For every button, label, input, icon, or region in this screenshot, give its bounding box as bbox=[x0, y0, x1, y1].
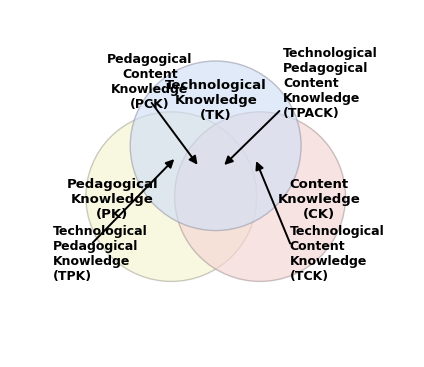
Ellipse shape bbox=[130, 61, 301, 230]
Ellipse shape bbox=[86, 112, 257, 281]
Text: Content
Knowledge
(CK): Content Knowledge (CK) bbox=[278, 178, 360, 221]
Text: Technological
Pedagogical
Content
Knowledge
(TPACK): Technological Pedagogical Content Knowle… bbox=[283, 47, 378, 120]
Text: Pedagogical
Content
Knowledge
(PCK): Pedagogical Content Knowledge (PCK) bbox=[107, 52, 192, 110]
Text: Technological
Pedagogical
Knowledge
(TPK): Technological Pedagogical Knowledge (TPK… bbox=[53, 225, 148, 283]
Ellipse shape bbox=[175, 112, 346, 281]
Text: Technological
Content
Knowledge
(TCK): Technological Content Knowledge (TCK) bbox=[290, 225, 384, 283]
Text: Pedagogical
Knowledge
(PK): Pedagogical Knowledge (PK) bbox=[66, 178, 158, 221]
Text: Technological
Knowledge
(TK): Technological Knowledge (TK) bbox=[165, 79, 267, 122]
